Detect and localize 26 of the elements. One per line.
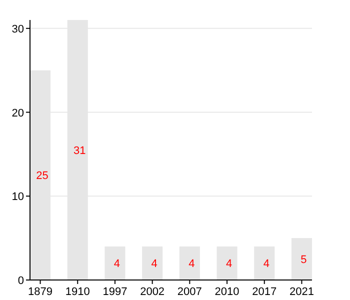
x-tick-label: 2021	[289, 286, 314, 298]
data-label: 4	[226, 258, 232, 270]
data-label: 31	[74, 145, 86, 157]
y-tick-label: 0	[18, 275, 24, 287]
bar	[254, 246, 275, 280]
x-tick-label: 1997	[102, 286, 128, 298]
data-label: 4	[151, 258, 158, 270]
data-label: 4	[114, 258, 120, 270]
y-tick-label: 30	[12, 23, 24, 36]
bar	[142, 246, 163, 280]
bar	[104, 246, 126, 280]
x-tick-label: 2002	[140, 286, 165, 298]
bar	[179, 246, 200, 280]
x-tick-label: 1910	[65, 286, 90, 298]
bar	[216, 246, 238, 280]
x-tick-label: 1879	[28, 286, 53, 298]
data-label: 25	[36, 170, 48, 182]
x-tick-label: 2010	[214, 286, 240, 298]
y-tick-label: 20	[12, 107, 24, 120]
y-tick-label: 10	[12, 191, 24, 204]
data-label: 4	[188, 258, 195, 270]
bar	[291, 238, 312, 280]
data-label: 4	[263, 258, 270, 270]
data-label: 5	[300, 254, 307, 266]
x-tick-label: 2017	[252, 286, 277, 298]
x-tick-label: 2007	[177, 286, 202, 298]
